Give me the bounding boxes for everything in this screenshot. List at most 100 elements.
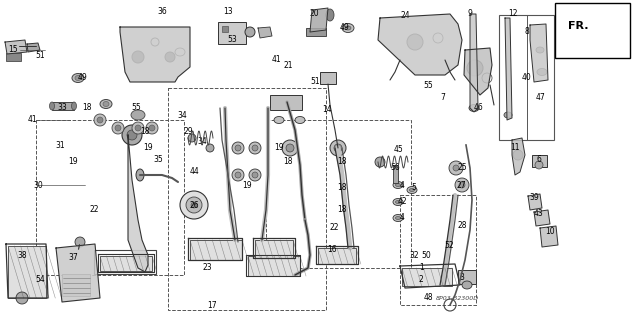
Ellipse shape [326, 9, 334, 21]
Text: 54: 54 [35, 276, 45, 285]
Ellipse shape [342, 24, 354, 33]
Text: 48: 48 [423, 293, 433, 302]
Polygon shape [27, 43, 40, 52]
Circle shape [186, 197, 202, 213]
Ellipse shape [49, 102, 54, 110]
Circle shape [513, 150, 523, 160]
Text: 27: 27 [456, 181, 466, 189]
Bar [100, 256, 152, 271]
Polygon shape [258, 27, 272, 38]
Bar [270, 95, 302, 110]
Circle shape [286, 144, 294, 152]
Text: 41: 41 [27, 115, 37, 124]
Ellipse shape [131, 110, 145, 120]
Bar [306, 28, 326, 36]
Text: 20: 20 [309, 10, 319, 19]
Ellipse shape [393, 198, 403, 205]
Text: 32: 32 [409, 250, 419, 259]
Ellipse shape [72, 102, 77, 110]
Text: 18: 18 [337, 205, 347, 214]
Ellipse shape [537, 69, 547, 76]
Polygon shape [512, 138, 525, 175]
Ellipse shape [407, 187, 417, 194]
Ellipse shape [103, 101, 109, 107]
Text: 22: 22 [329, 224, 339, 233]
Ellipse shape [393, 214, 403, 221]
Polygon shape [120, 27, 190, 82]
Circle shape [206, 144, 214, 152]
Circle shape [330, 140, 346, 156]
Circle shape [75, 237, 85, 247]
Circle shape [453, 165, 459, 171]
Circle shape [252, 172, 258, 178]
Text: 40: 40 [522, 73, 532, 83]
Circle shape [252, 145, 258, 151]
Text: 34: 34 [177, 110, 187, 120]
Text: 18: 18 [83, 103, 92, 113]
Text: 56: 56 [390, 164, 400, 173]
Polygon shape [534, 210, 550, 226]
Text: 18: 18 [337, 183, 347, 192]
Bar [218, 22, 246, 44]
Ellipse shape [504, 112, 512, 118]
Text: 13: 13 [223, 8, 233, 17]
Circle shape [235, 172, 241, 178]
Bar [62, 274, 90, 296]
Text: 14: 14 [322, 106, 332, 115]
Ellipse shape [462, 281, 472, 289]
Text: 8: 8 [525, 27, 529, 36]
Text: 19: 19 [68, 158, 78, 167]
Polygon shape [470, 14, 478, 112]
Circle shape [122, 125, 142, 145]
Text: 19: 19 [274, 144, 284, 152]
Bar [222, 26, 228, 32]
Text: 19: 19 [242, 181, 252, 189]
Text: 44: 44 [189, 167, 199, 176]
Circle shape [334, 144, 342, 152]
Circle shape [407, 34, 423, 50]
Text: 52: 52 [444, 241, 454, 249]
Bar [6, 53, 21, 61]
Text: 18: 18 [140, 128, 150, 137]
Text: 29: 29 [183, 128, 193, 137]
Text: 49: 49 [77, 73, 87, 83]
Circle shape [115, 125, 121, 131]
Text: 53: 53 [227, 35, 237, 44]
Text: 4: 4 [399, 213, 404, 222]
Text: 9: 9 [468, 10, 472, 19]
Circle shape [282, 140, 298, 156]
Circle shape [535, 161, 543, 169]
Circle shape [16, 292, 28, 304]
Circle shape [180, 191, 208, 219]
Circle shape [455, 178, 469, 192]
Circle shape [132, 122, 144, 134]
Ellipse shape [396, 217, 401, 219]
Bar [402, 268, 452, 286]
Polygon shape [310, 8, 328, 32]
Text: 6: 6 [536, 155, 541, 165]
Text: 55: 55 [423, 80, 433, 90]
Circle shape [188, 134, 196, 142]
Text: 45: 45 [393, 145, 403, 154]
Ellipse shape [136, 169, 144, 181]
Ellipse shape [469, 105, 479, 112]
Circle shape [449, 161, 463, 175]
Circle shape [127, 130, 137, 140]
Text: 36: 36 [157, 8, 167, 17]
Text: 42: 42 [397, 197, 407, 206]
Circle shape [245, 27, 255, 37]
Text: 5: 5 [412, 183, 417, 192]
Polygon shape [128, 135, 148, 272]
Bar [266, 120, 411, 268]
Polygon shape [540, 226, 558, 247]
Text: 51: 51 [35, 50, 45, 60]
Text: 12: 12 [508, 9, 518, 18]
Bar [94, 250, 156, 274]
Circle shape [467, 60, 483, 76]
Text: 49: 49 [339, 24, 349, 33]
Text: 34: 34 [197, 137, 207, 146]
Circle shape [232, 142, 244, 154]
Text: 31: 31 [55, 140, 65, 150]
Circle shape [97, 117, 103, 123]
Circle shape [165, 52, 175, 62]
